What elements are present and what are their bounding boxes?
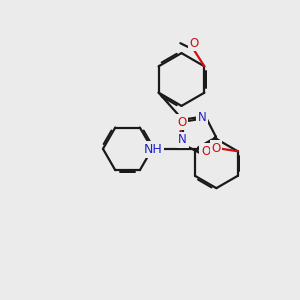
Text: N: N [198, 111, 207, 124]
Text: N: N [178, 134, 187, 146]
Text: O: O [212, 142, 221, 155]
Text: O: O [177, 116, 186, 129]
Text: O: O [189, 37, 199, 50]
Text: O: O [201, 145, 210, 158]
Text: NH: NH [144, 143, 162, 156]
